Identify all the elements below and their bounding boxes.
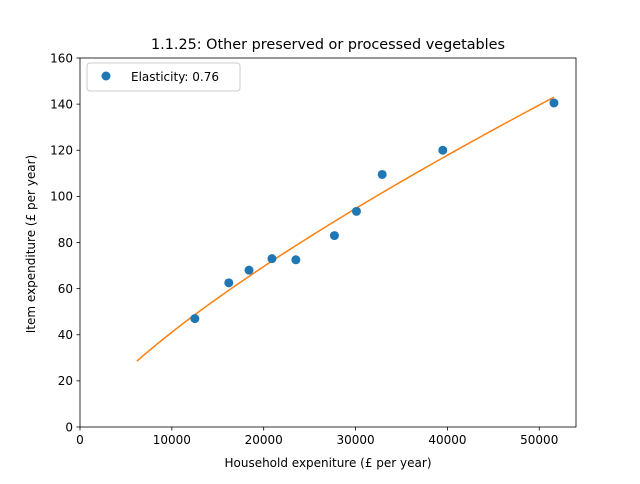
y-axis-label: Item expenditure (£ per year) (24, 155, 38, 333)
axes: 0 10000 20000 30000 40000 50000 0 20 40 60 80 100 12… (50, 51, 577, 447)
legend: Elasticity: 0.76 (86, 62, 241, 92)
x-tick-label: 50000 (520, 433, 558, 447)
fit-line (136, 96, 555, 362)
y-tick-label: 80 (58, 236, 73, 250)
x-tick-label: 20000 (245, 433, 283, 447)
legend-box (86, 62, 241, 92)
data-point (190, 314, 200, 324)
x-tick-label: 0 (76, 433, 84, 447)
data-point (267, 254, 277, 264)
data-point (377, 169, 387, 179)
y-tick-label: 160 (50, 51, 73, 65)
x-tick-label: 10000 (153, 433, 191, 447)
y-tick-label: 60 (58, 282, 73, 296)
data-point (549, 98, 559, 108)
y-tick-label: 140 (50, 97, 73, 111)
y-tick-label: 120 (50, 144, 73, 158)
chart-title: 1.1.25: Other preserved or processed veg… (151, 37, 505, 53)
y-tick-label: 0 (65, 420, 73, 434)
data-point (438, 145, 448, 155)
legend-marker (101, 71, 111, 81)
axes-frame (79, 57, 577, 428)
data-point (244, 265, 254, 275)
data-point (224, 278, 234, 288)
data-point (291, 255, 301, 265)
x-tick-label: 30000 (336, 433, 374, 447)
legend-label: Elasticity: 0.76 (131, 70, 219, 84)
x-tick-label: 40000 (428, 433, 466, 447)
y-tick-label: 20 (58, 374, 73, 388)
y-tick-label: 100 (50, 190, 73, 204)
data-point (329, 231, 339, 241)
data-point (351, 206, 361, 216)
x-axis-label: Household expeniture (£ per year) (224, 456, 431, 470)
plot-area (136, 96, 559, 362)
y-tick-label: 40 (58, 328, 73, 342)
